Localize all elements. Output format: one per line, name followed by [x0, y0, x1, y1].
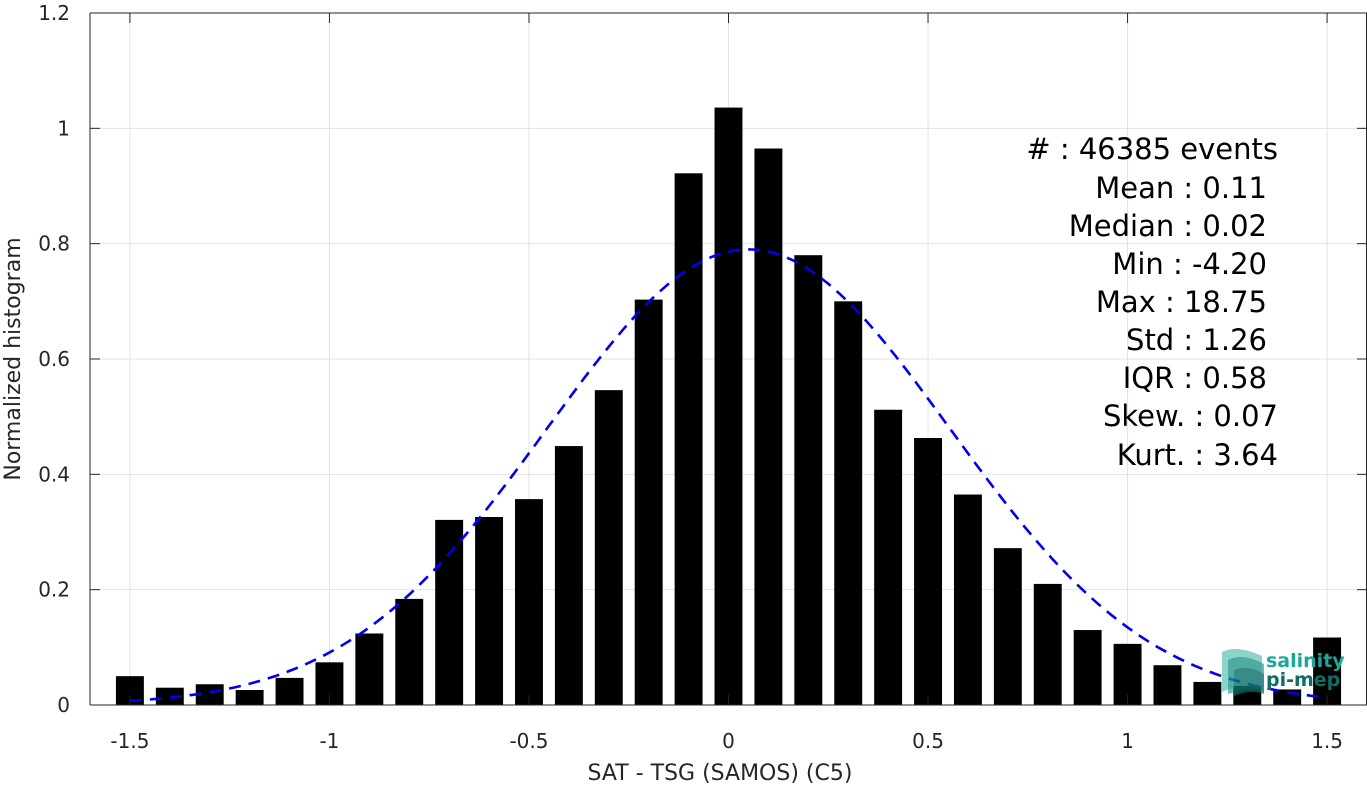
stat-kurt: Kurt. : 3.64	[1117, 438, 1278, 472]
stats-annotation: # : 46385 events Mean : 0.11 Median : 0.…	[1026, 132, 1278, 472]
bar-15	[714, 107, 743, 705]
bar-21	[953, 494, 982, 705]
stat-mean: Mean : 0.11	[1095, 171, 1267, 205]
x-tick-label-3: 0	[722, 729, 735, 753]
x-tick-label-6: 1.5	[1311, 729, 1343, 753]
bar-6	[355, 633, 384, 705]
x-axis-label: SAT - TSG (SAMOS) (C5)	[588, 761, 853, 785]
bar-24	[1073, 630, 1102, 705]
bar-27	[1193, 681, 1222, 705]
x-tick-label-0: -1.5	[110, 729, 149, 753]
bar-3	[235, 690, 264, 705]
y-tick-label-4: 0.8	[38, 232, 70, 256]
logo-text-salinity: salinity	[1266, 650, 1345, 672]
logo-text-pi-mep: pi-mep	[1266, 669, 1340, 691]
x-tick-label-2: -0.5	[509, 729, 548, 753]
y-tick-label-0: 0	[57, 693, 70, 717]
bar-19	[874, 409, 903, 705]
stat-median: Median : 0.02	[1069, 209, 1267, 243]
bar-4	[275, 677, 304, 705]
bar-17	[794, 255, 823, 705]
bar-8	[435, 519, 464, 705]
y-tick-label-2: 0.4	[38, 462, 70, 486]
gaussian-fit-curve	[129, 248, 1328, 703]
bar-12	[594, 390, 623, 705]
wave-logo-icon	[1222, 649, 1264, 696]
stat-skew: Skew. : 0.07	[1103, 399, 1278, 433]
y-tick-label-3: 0.6	[38, 347, 70, 371]
bar-16	[754, 148, 783, 705]
bar-7	[395, 598, 424, 705]
x-tick-labels: -1.5 -1 -0.5 0 0.5 1 1.5	[110, 729, 1343, 753]
x-tick-label-4: 0.5	[912, 729, 944, 753]
bar-22	[993, 548, 1022, 705]
stat-std: Std : 1.26	[1126, 323, 1267, 357]
bar-11	[554, 446, 583, 705]
bar-9	[475, 517, 504, 705]
bar-18	[834, 301, 863, 705]
y-tick-label-1: 0.2	[38, 578, 70, 602]
bar-26	[1153, 665, 1182, 705]
y-tick-labels: 0 0.2 0.4 0.6 0.8 1 1.2	[38, 1, 70, 717]
bar-25	[1113, 643, 1142, 705]
bar-23	[1033, 583, 1062, 705]
bar-2	[195, 684, 224, 705]
bar-30	[1313, 637, 1342, 705]
x-tick-label-5: 1	[1121, 729, 1134, 753]
y-axis-label: Normalized histogram	[1, 237, 26, 480]
x-tick-label-1: -1	[319, 729, 339, 753]
y-tick-label-6: 1.2	[38, 1, 70, 25]
bar-14	[674, 173, 703, 705]
salinity-pi-mep-logo: salinity pi-mep	[1222, 649, 1345, 696]
stat-events: # : 46385 events	[1026, 132, 1278, 166]
stat-iqr: IQR : 0.58	[1123, 361, 1267, 395]
bar-20	[914, 438, 942, 705]
bar-10	[515, 499, 543, 705]
stat-min: Min : -4.20	[1112, 247, 1267, 281]
stat-max: Max : 18.75	[1096, 285, 1267, 319]
histogram-bars	[115, 107, 1342, 705]
bar-13	[634, 299, 663, 705]
y-tick-label-5: 1	[57, 116, 70, 140]
